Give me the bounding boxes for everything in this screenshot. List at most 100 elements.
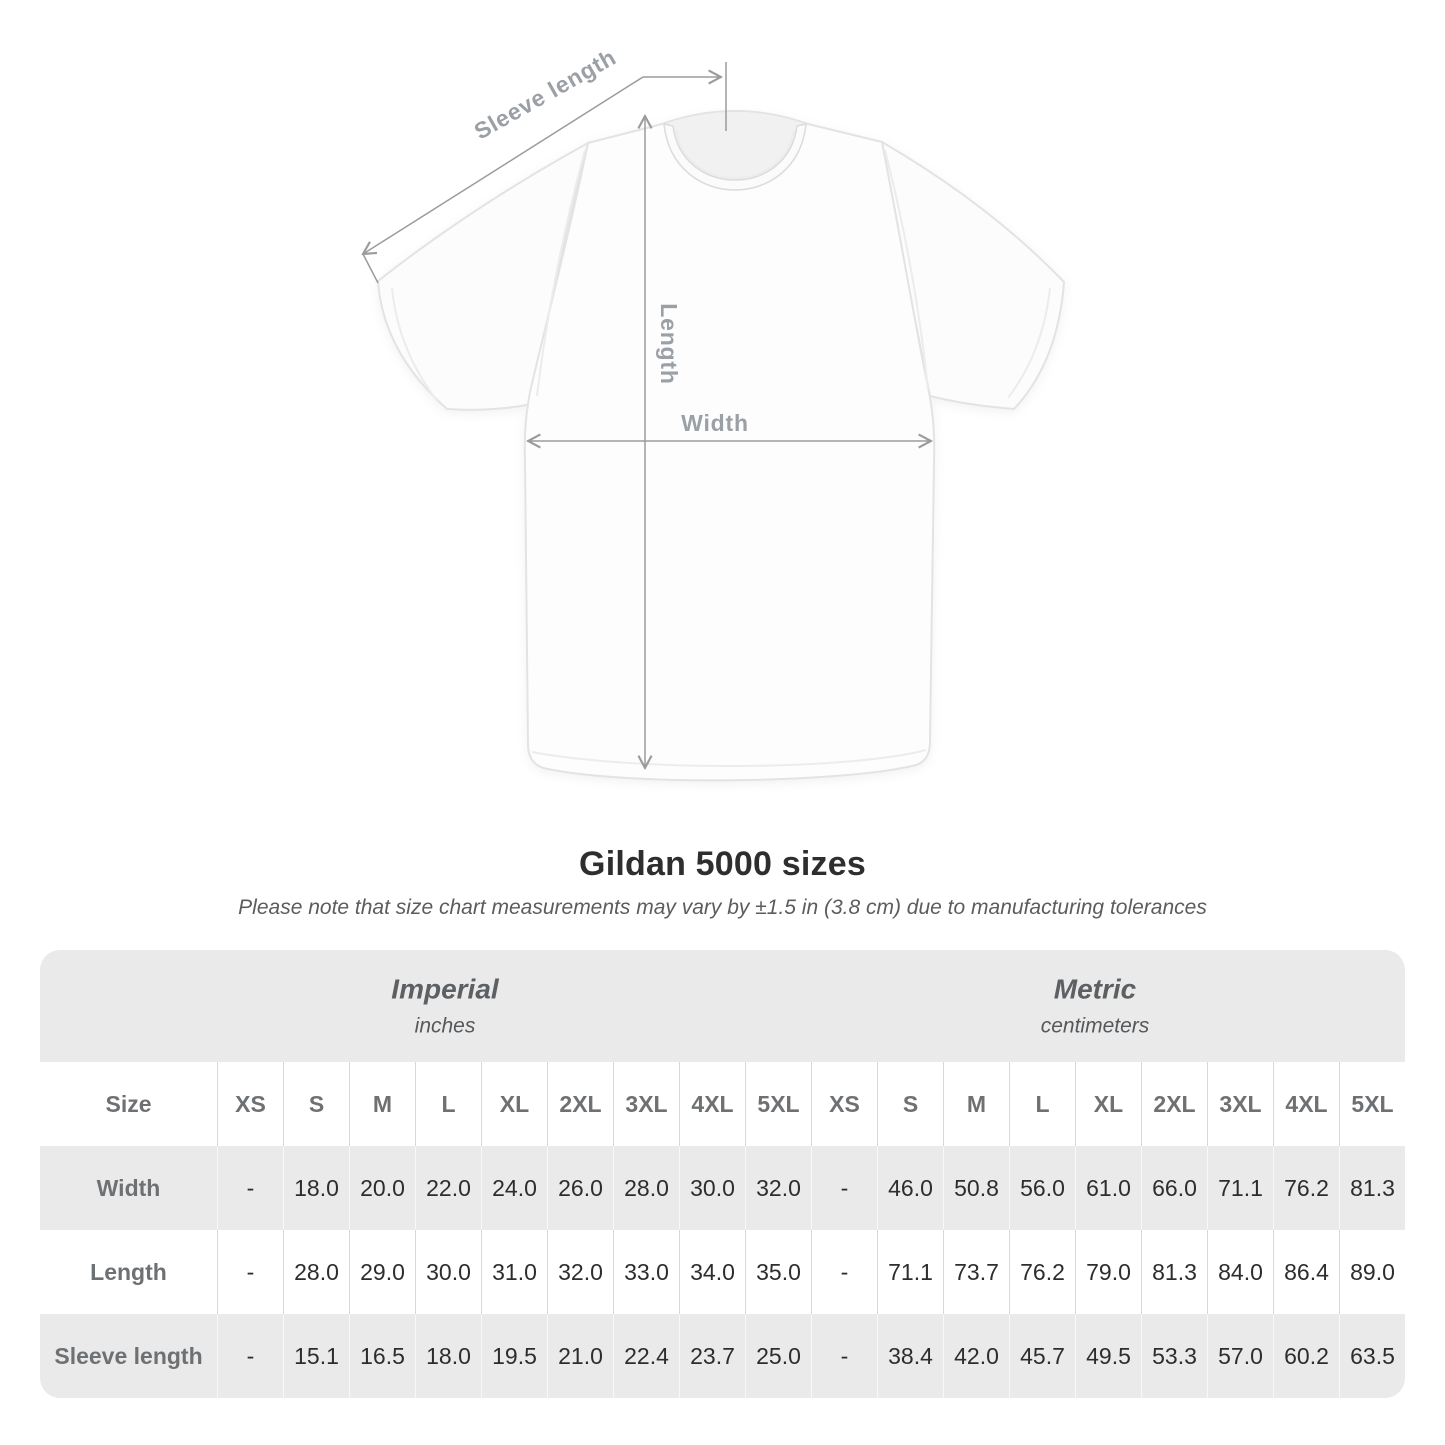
value-cell-imperial: 28.0 xyxy=(283,1230,349,1314)
value-cell-metric: 71.1 xyxy=(877,1230,943,1314)
tshirt-diagram: Sleeve length Length Width xyxy=(0,44,1066,782)
value-cell-imperial: 29.0 xyxy=(349,1230,415,1314)
width-label: Width xyxy=(681,410,749,436)
size-header-cell: XS xyxy=(217,1062,283,1146)
value-cell-imperial: 16.5 xyxy=(349,1314,415,1398)
imperial-unit-header: Imperial inches xyxy=(391,974,498,1039)
tshirt-seams xyxy=(391,129,1051,767)
value-cell-metric: 81.3 xyxy=(1141,1230,1207,1314)
size-header-cell: 3XL xyxy=(613,1062,679,1146)
value-cell-imperial: 22.0 xyxy=(415,1146,481,1230)
value-cell-imperial: 22.4 xyxy=(613,1314,679,1398)
size-header-cell: 5XL xyxy=(745,1062,811,1146)
metric-label: Metric xyxy=(1053,973,1137,1005)
size-header-cell: S xyxy=(283,1062,349,1146)
size-header-cell: XL xyxy=(1075,1062,1141,1146)
size-header-cell: L xyxy=(415,1062,481,1146)
value-cell-metric: 46.0 xyxy=(877,1146,943,1230)
tshirt-collar-band xyxy=(663,123,807,191)
value-cell-metric: 57.0 xyxy=(1207,1314,1273,1398)
value-cell-metric: 66.0 xyxy=(1141,1146,1207,1230)
value-cell-metric: 76.2 xyxy=(1009,1230,1075,1314)
size-table-card: Imperial inches Metric centimeters Size X… xyxy=(40,950,1405,1398)
row-label: Width xyxy=(96,1174,161,1201)
value-cell-metric: 63.5 xyxy=(1339,1314,1405,1398)
imperial-sublabel: inches xyxy=(414,1014,476,1038)
value-cell-imperial: 30.0 xyxy=(679,1146,745,1230)
size-table-body: Size XS S M L XL 2XL 3XL 4XL 5XL XS S M L XL 2XL 3XL 4XL 5… xyxy=(40,1062,1405,1398)
table-row: Width -18.0 20.0 22.0 24.0 26.0 28.0 30.0 32.0-4… xyxy=(40,1146,1405,1230)
value-cell-metric: 79.0 xyxy=(1075,1230,1141,1314)
value-cell-imperial: 26.0 xyxy=(547,1146,613,1230)
value-cell-metric: 76.2 xyxy=(1273,1146,1339,1230)
value-cell-metric: 81.3 xyxy=(1339,1146,1405,1230)
size-header-cell: M xyxy=(349,1062,415,1146)
value-cell-metric: 38.4 xyxy=(877,1314,943,1398)
sleeve-length-arrow-tail xyxy=(362,253,379,284)
value-cell-imperial: 23.7 xyxy=(679,1314,745,1398)
value-cell-imperial: 15.1 xyxy=(283,1314,349,1398)
value-cell-metric: 61.0 xyxy=(1075,1146,1141,1230)
metric-unit-header: Metric centimeters xyxy=(1041,974,1150,1039)
page-title: Gildan 5000 sizes xyxy=(579,845,866,883)
value-cell-metric: 71.1 xyxy=(1207,1146,1273,1230)
size-corner-header: Size xyxy=(105,1090,152,1117)
size-header-cell: 4XL xyxy=(679,1062,745,1146)
value-cell-metric: - xyxy=(811,1146,877,1230)
value-cell-metric: - xyxy=(811,1314,877,1398)
value-cell-metric: 49.5 xyxy=(1075,1314,1141,1398)
units-band: Imperial inches Metric centimeters xyxy=(40,950,1405,1062)
value-cell-imperial: - xyxy=(217,1146,283,1230)
value-cell-metric: 73.7 xyxy=(943,1230,1009,1314)
table-row: Sleeve length -15.1 16.5 18.0 19.5 21.0 22.4 23… xyxy=(40,1314,1405,1398)
value-cell-imperial: 24.0 xyxy=(481,1146,547,1230)
page-subtitle: Please note that size chart measurements… xyxy=(238,896,1207,919)
sleeve-length-arrow xyxy=(363,76,644,254)
size-header-cell: 2XL xyxy=(1141,1062,1207,1146)
value-cell-metric: 45.7 xyxy=(1009,1314,1075,1398)
tshirt-body xyxy=(523,110,936,782)
table-row: Length -28.0 29.0 30.0 31.0 32.0 33.0 34.0 35.0-… xyxy=(40,1230,1405,1314)
value-cell-imperial: 28.0 xyxy=(613,1146,679,1230)
value-cell-metric: 56.0 xyxy=(1009,1146,1075,1230)
row-label: Sleeve length xyxy=(54,1342,203,1369)
value-cell-metric: 60.2 xyxy=(1273,1314,1339,1398)
sleeve-length-label: Sleeve length xyxy=(470,44,621,145)
length-label: Length xyxy=(656,303,682,384)
value-cell-imperial: 34.0 xyxy=(679,1230,745,1314)
row-label: Length xyxy=(90,1258,167,1285)
size-header-cell: 4XL xyxy=(1273,1062,1339,1146)
value-cell-imperial: 21.0 xyxy=(547,1314,613,1398)
value-cell-imperial: 33.0 xyxy=(613,1230,679,1314)
value-cell-imperial: 19.5 xyxy=(481,1314,547,1398)
value-cell-imperial: 25.0 xyxy=(745,1314,811,1398)
value-cell-imperial: 35.0 xyxy=(745,1230,811,1314)
value-cell-imperial: 32.0 xyxy=(745,1146,811,1230)
value-cell-metric: 84.0 xyxy=(1207,1230,1273,1314)
size-header-cell: 2XL xyxy=(547,1062,613,1146)
size-header-cell: M xyxy=(943,1062,1009,1146)
metric-sublabel: centimeters xyxy=(1040,1014,1150,1038)
size-header-cell: 3XL xyxy=(1207,1062,1273,1146)
size-header-cell: XS xyxy=(811,1062,877,1146)
value-cell-metric: 53.3 xyxy=(1141,1314,1207,1398)
value-cell-imperial: - xyxy=(217,1314,283,1398)
value-cell-imperial: 31.0 xyxy=(481,1230,547,1314)
value-cell-imperial: 18.0 xyxy=(415,1314,481,1398)
size-header-row: Size XS S M L XL 2XL 3XL 4XL 5XL XS S M L XL 2XL 3XL 4XL 5… xyxy=(40,1062,1405,1146)
tshirt-illustration xyxy=(376,110,1066,782)
value-cell-metric: 89.0 xyxy=(1339,1230,1405,1314)
value-cell-imperial: 30.0 xyxy=(415,1230,481,1314)
size-header-cell: XL xyxy=(481,1062,547,1146)
value-cell-metric: 50.8 xyxy=(943,1146,1009,1230)
value-cell-metric: 42.0 xyxy=(943,1314,1009,1398)
value-cell-imperial: 18.0 xyxy=(283,1146,349,1230)
value-cell-metric: 86.4 xyxy=(1273,1230,1339,1314)
value-cell-metric: - xyxy=(811,1230,877,1314)
size-header-cell: 5XL xyxy=(1339,1062,1405,1146)
size-header-cell: S xyxy=(877,1062,943,1146)
value-cell-imperial: - xyxy=(217,1230,283,1314)
size-header-cell: L xyxy=(1009,1062,1075,1146)
value-cell-imperial: 32.0 xyxy=(547,1230,613,1314)
